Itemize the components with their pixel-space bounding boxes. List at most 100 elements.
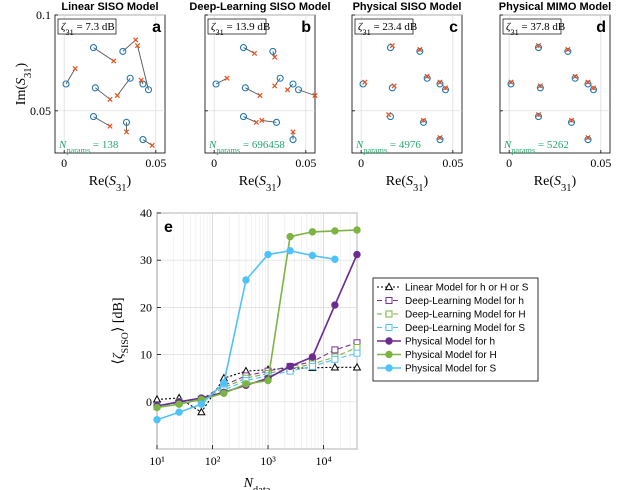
nparams-label: Nparams = 138 [58,139,119,155]
predicted-point [114,92,120,99]
legend: Linear Model for h or H or S Deep-Learnin… [372,277,539,382]
data-point [153,403,161,412]
x-tick-label: 10² [205,454,221,468]
legend-label: Physical Model for S [405,364,496,375]
x-tick-label: 0.05 [145,156,166,170]
x-tick-label: 0 [358,156,364,170]
data-point [197,407,206,416]
true-point [416,47,424,55]
panel-letter: c [449,19,458,36]
data-point [152,394,162,403]
scatter-panel-a: Linear SISO Model 0 0.05 0.05 0.1 ζ31 = 7.3 d… [14,1,166,194]
axes-box [351,14,463,154]
y-tick-label: 0.05 [30,104,51,118]
true-point [269,47,277,55]
true-point [62,80,70,88]
zeta-annotation: ζ31 = 13.9 dB [207,18,270,37]
y-tick-label: 10 [140,348,152,362]
annotation-box [57,18,117,35]
true-point [119,47,127,55]
true-point [122,118,131,126]
data-point [153,416,161,424]
predicted-point [437,135,443,141]
predicted-point [284,87,291,93]
true-point [272,118,281,126]
error-line [243,116,257,123]
predicted-point [123,129,130,135]
predicted-point [290,129,296,135]
legend-item: Physical Model for H [377,350,497,361]
series-6 [153,247,339,424]
predicted-point [312,92,318,99]
predicted-point [391,83,397,89]
zeta-annotation: ζ31 = 37.8 dB [502,18,565,37]
predicted-point [590,85,597,91]
x-tick-label: 0.05 [442,156,463,170]
panel-letter: a [152,19,161,36]
x-tick-label: 10³ [260,454,276,468]
true-point [534,113,543,121]
data-point [385,324,393,331]
legend-label: Deep-Learning Model for H [405,310,526,321]
legend-label: Deep-Learning Model for h [405,296,524,307]
data-point [385,337,393,345]
legend-label: Physical Model for h [405,337,495,348]
true-point [567,118,576,126]
predicted-point [537,83,543,89]
x-axis-label: Re(S31) [239,174,282,194]
predicted-point [424,73,430,79]
data-point [286,247,294,255]
axes-box [204,14,316,154]
legend-item: Deep-Learning Model for H [377,310,526,321]
data-point [175,400,183,408]
y-tick-label: 0 [146,395,152,409]
data-point [220,379,228,387]
panel-letter: e [164,219,173,236]
predicted-point [508,79,514,85]
nparams-label: Nparams = 696458 [208,139,285,155]
predicted-point [565,46,571,53]
data-point [331,346,339,354]
y-tick-label: 40 [140,206,152,220]
predicted-point [107,123,113,129]
axes-box [499,14,611,154]
x-axis-label: Ndata [243,476,271,490]
zeta-annotation: ζ31 = 7.3 dB [57,18,117,37]
y-axis-label: Im(S31) [14,62,34,105]
series-line [156,229,358,409]
annotation-text: ζ31 = 13.9 dB [211,21,270,37]
true-point [289,136,297,144]
nparams-label: Nparams = 5262 [503,139,569,155]
annotation-text: ζ31 = 37.8 dB [506,21,565,37]
data-point [264,376,272,385]
true-point [419,118,428,126]
true-point [589,86,598,94]
true-point [507,80,515,88]
y-axis-label: ⟨ζSISO⟩ [dB] [111,297,131,364]
legend-label: Linear Model for h or H or S [405,283,529,294]
predicted-point [72,66,78,72]
true-point [571,74,579,82]
x-tick-label: 0 [211,156,217,170]
predicted-point [585,135,591,141]
predicted-point [437,79,443,85]
data-point [353,349,361,357]
legend-label: Deep-Learning Model for S [405,323,525,334]
data-point [286,232,294,241]
data-point [308,251,317,260]
data-point [385,350,393,359]
panel-letter-box: e [160,216,180,236]
true-point [276,74,284,82]
annotation-box [354,18,414,35]
data-point [385,297,393,304]
data-point [331,227,339,235]
true-point [239,113,248,121]
zeta-annotation: ζ31 = 23.4 dB [354,18,417,37]
predicted-point [386,112,392,118]
predicted-point [572,73,578,79]
nparams-label: Nparams = 4976 [355,139,421,155]
true-point [584,80,592,88]
annotation-box [207,18,267,35]
x-axis-label: Re(S31) [89,174,132,194]
